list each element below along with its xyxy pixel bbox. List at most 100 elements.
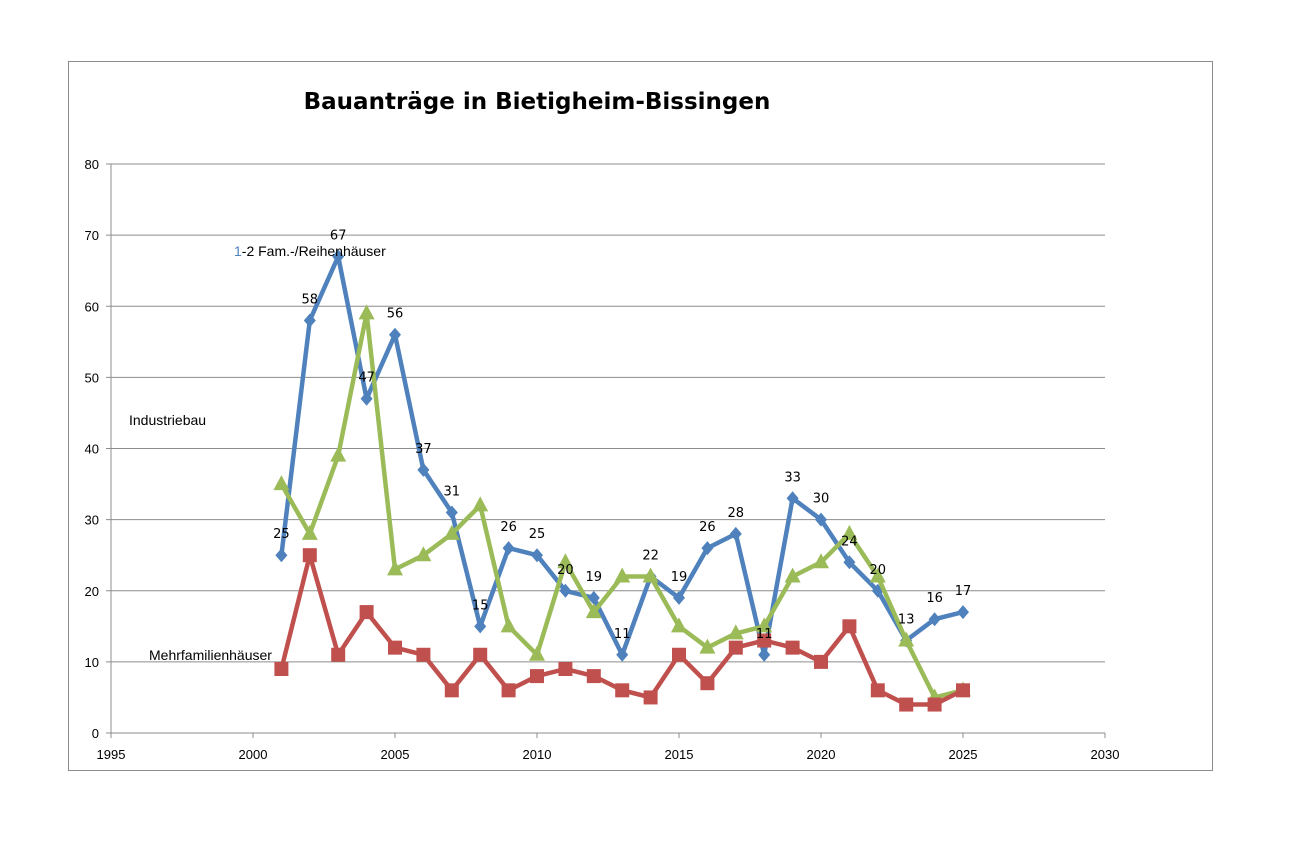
data-label-einfamilien: 24 [841,534,858,549]
series-label-industrie: Industriebau [129,412,206,428]
data-point-industrie [443,524,460,540]
series-layer [273,249,971,712]
data-point-industrie [869,567,886,583]
data-label-einfamilien: 25 [529,527,546,542]
data-point-einfamilien [786,491,799,506]
data-point-industrie [500,617,517,633]
y-tick-label: 50 [85,370,99,385]
data-point-einfamilien [843,555,856,570]
data-point-industrie [898,631,915,647]
x-tick-label: 1995 [97,747,126,762]
data-label-einfamilien: 37 [415,442,432,457]
data-point-einfamilien [445,505,458,520]
data-point-industrie [756,617,773,633]
x-tick-label: 2000 [239,747,268,762]
data-point-mehrfamilien [359,605,374,620]
data-label-einfamilien: 20 [870,563,887,578]
data-label-einfamilien: 19 [586,570,603,585]
data-point-mehrfamilien [530,669,544,684]
grid-lines [111,163,1105,663]
data-label-einfamilien: 16 [926,591,943,606]
data-point-mehrfamilien [274,661,289,676]
data-point-mehrfamilien [870,683,885,698]
data-point-industrie [358,304,375,320]
data-point-industrie [557,553,574,569]
data-label-einfamilien: 31 [444,485,461,500]
data-point-einfamilien [673,590,685,605]
data-point-mehrfamilien [586,669,601,684]
y-tick-label: 0 [92,726,99,741]
data-point-mehrfamilien [643,690,658,705]
data-point-industrie [472,496,489,512]
data-label-einfamilien: 56 [387,307,404,322]
data-label-einfamilien: 17 [955,584,972,599]
data-point-einfamilien [360,391,373,406]
data-label-einfamilien: 30 [813,492,830,507]
y-tick-label: 60 [85,299,99,314]
data-point-industrie [699,638,716,654]
x-tick-label: 2005 [381,747,410,762]
data-point-industrie [585,603,602,619]
series-label-einfamilien: 1-2 Fam.-/Reihenhäuser [234,243,386,259]
data-point-industrie [330,446,347,462]
data-point-industrie [387,560,403,576]
data-point-industrie [841,524,858,540]
data-point-einfamilien [957,605,969,620]
x-tick-label: 2030 [1091,747,1120,762]
data-point-mehrfamilien [501,683,516,698]
data-point-mehrfamilien [388,640,402,655]
data-point-mehrfamilien [444,683,459,698]
chart-title: Bauanträge in Bietigheim-Bissingen [304,89,771,115]
data-point-mehrfamilien [473,647,488,662]
data-point-einfamilien [417,462,430,477]
data-label-einfamilien: 26 [500,520,517,535]
data-point-mehrfamilien [558,661,573,676]
data-point-einfamilien [758,647,771,662]
data-point-mehrfamilien [416,647,431,662]
x-tick-label: 2010 [523,747,552,762]
data-label-einfamilien: 67 [330,228,347,243]
data-point-industrie [671,617,687,633]
data-label-einfamilien: 11 [756,627,773,642]
data-point-mehrfamilien [331,647,346,662]
data-point-einfamilien [729,526,742,541]
data-point-einfamilien [303,313,316,328]
data-point-mehrfamilien [672,647,686,662]
data-point-einfamilien [502,541,515,556]
y-tick-label: 80 [85,157,99,172]
y-tick-label: 40 [85,442,99,457]
data-point-industrie [813,553,829,569]
data-label-einfamilien: 15 [472,598,489,613]
data-label-einfamilien: 20 [557,563,574,578]
data-point-mehrfamilien [842,619,857,634]
data-label-einfamilien: 33 [784,470,801,485]
data-point-einfamilien [332,249,345,264]
x-tick-label: 2025 [949,747,978,762]
data-point-mehrfamilien [302,548,317,563]
data-point-einfamilien [531,548,543,563]
data-point-industrie [301,524,318,540]
data-point-industrie [273,475,290,491]
y-tick-label: 30 [85,513,99,528]
data-point-einfamilien [389,327,401,342]
data-point-mehrfamilien [927,697,942,712]
series-label-mehrfamilien: Mehrfamilienhäuser [149,647,272,663]
data-point-mehrfamilien [757,633,772,648]
data-point-einfamilien [587,590,600,605]
data-point-industrie [415,546,432,562]
data-label-einfamilien: 25 [273,527,290,542]
data-label-einfamilien: 22 [642,549,659,564]
x-tick-label: 2020 [807,747,836,762]
chart-frame: Bauanträge in Bietigheim-Bissingen 0 10 20… [68,61,1213,771]
data-point-industrie [642,567,659,583]
data-label-einfamilien: 13 [898,613,915,628]
data-point-mehrfamilien [700,676,715,691]
data-label-einfamilien: 58 [302,292,319,307]
data-point-mehrfamilien [615,683,630,698]
series-label-einfamilien-prefix: 1 [234,243,242,259]
data-point-mehrfamilien [956,683,970,698]
data-label-einfamilien: 47 [358,371,375,386]
data-point-einfamilien [928,612,941,627]
data-point-mehrfamilien [814,654,828,669]
data-point-industrie [784,567,801,583]
